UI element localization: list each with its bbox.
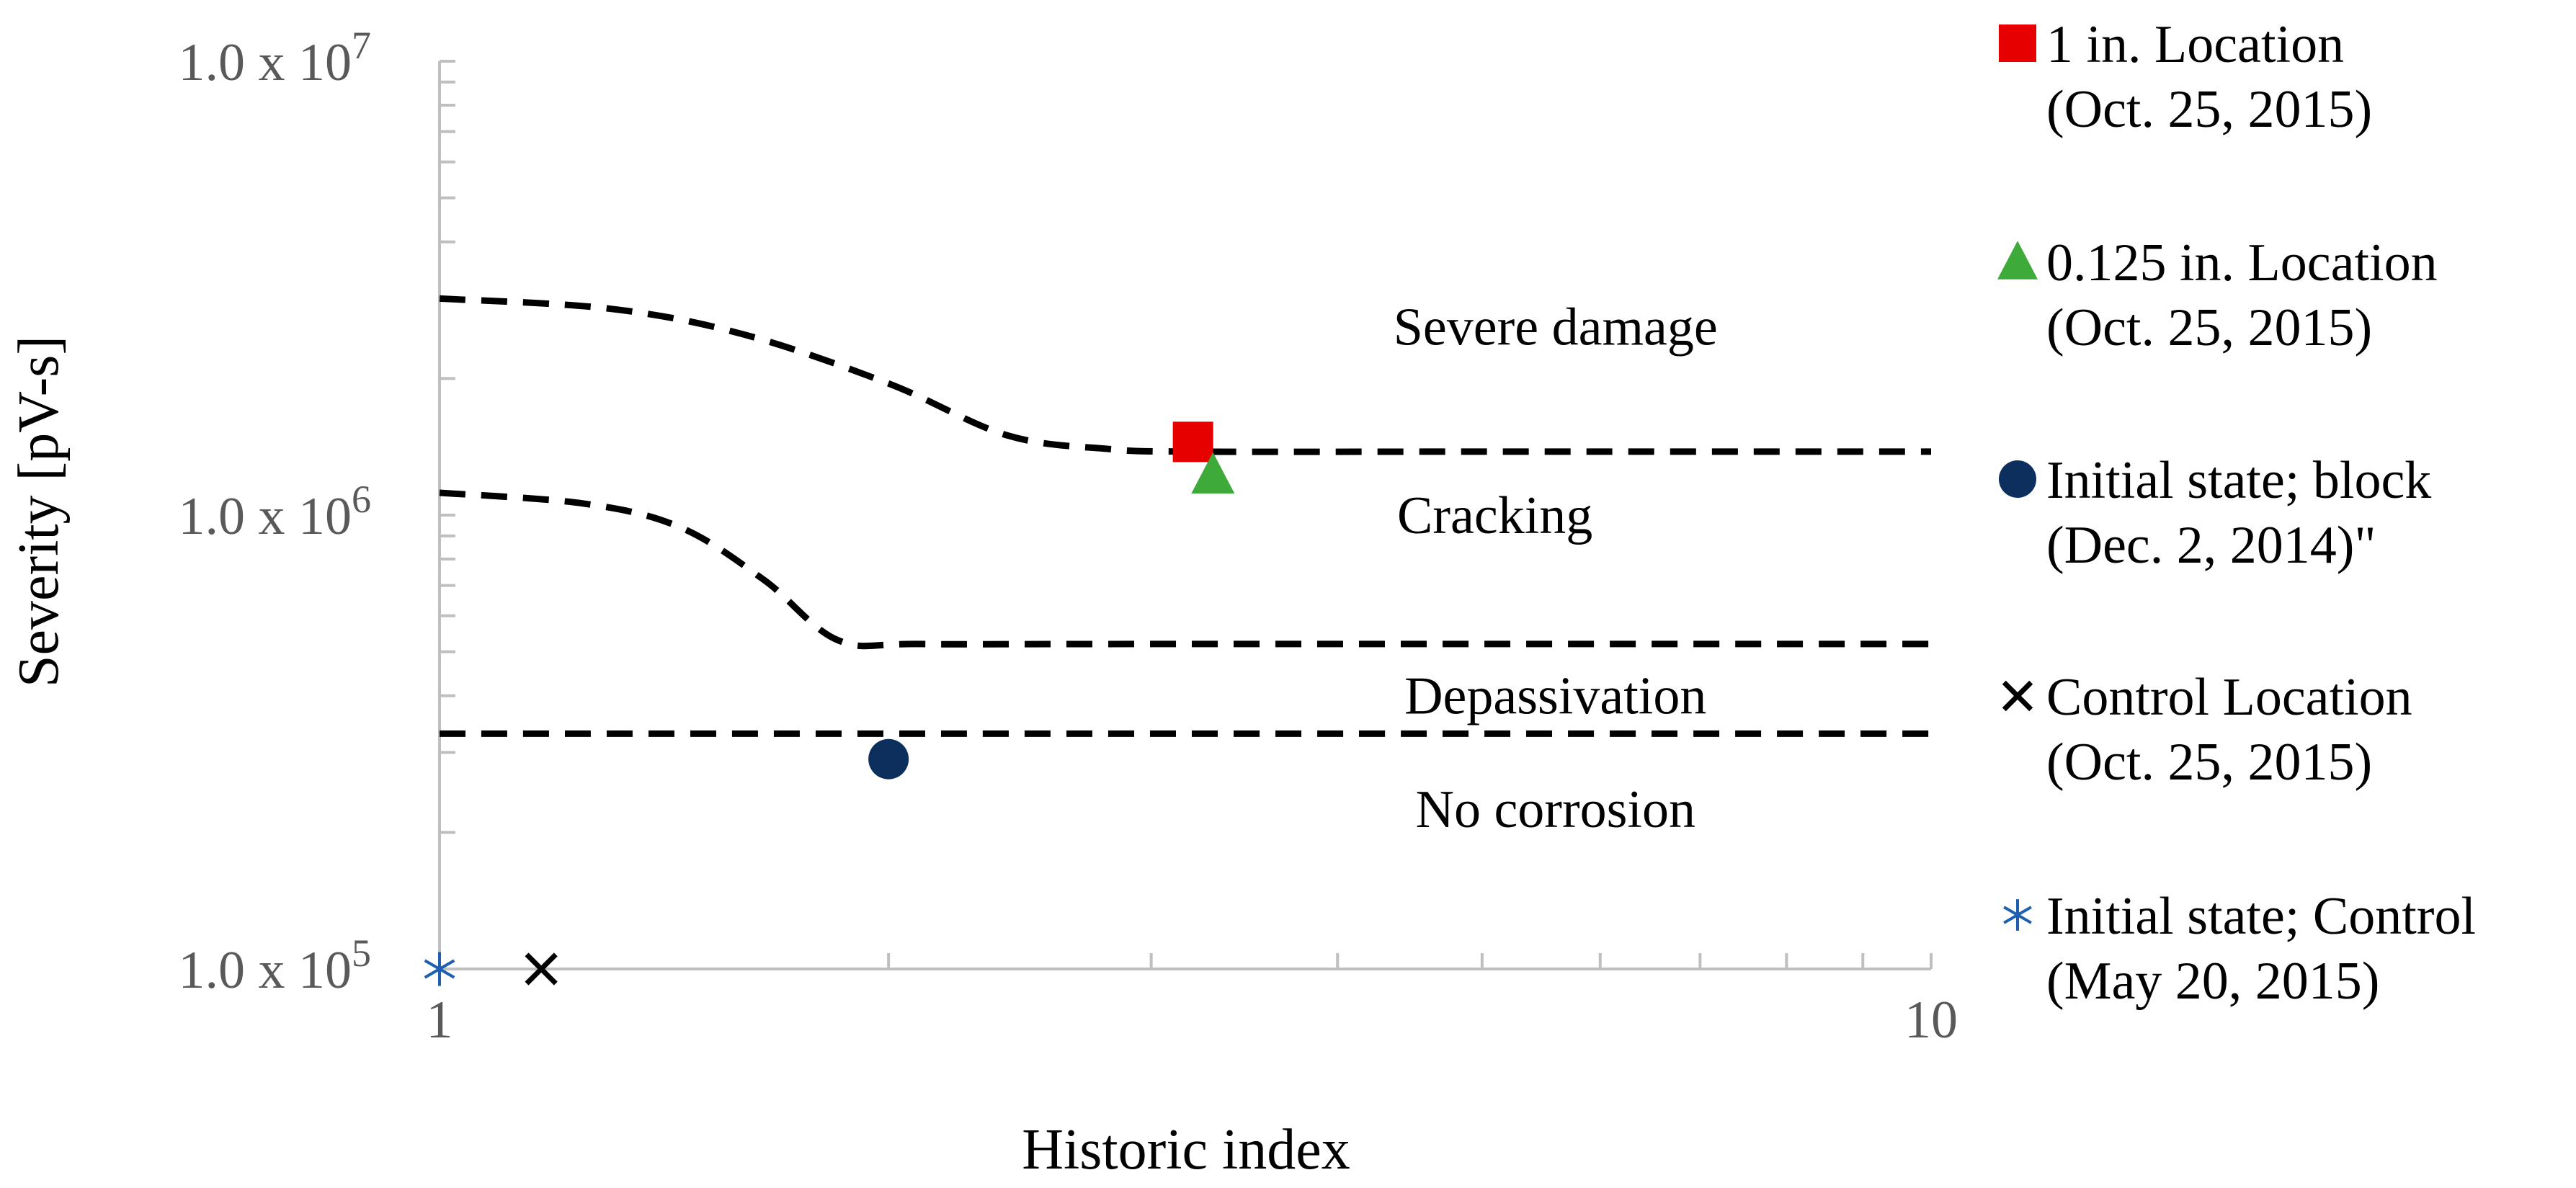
- legend-date-2: (Oct. 25, 2015): [2046, 298, 2372, 357]
- y-tick-label: 1.0 x 106: [179, 478, 372, 546]
- legend: 1 in. Location (Oct. 25, 2015) 0.125 in. L…: [1997, 15, 2476, 1011]
- data-point-series-4-stroke: [525, 952, 558, 986]
- y-tick-exponent: 6: [352, 478, 371, 521]
- region-label: Severe damage: [1394, 298, 1718, 357]
- data-point-series-5-stroke: [424, 959, 455, 979]
- x-tick-label: 10: [1904, 991, 1958, 1050]
- plot-area: 1.0 x 105 1.0 x 106 1.0 x 107 1 10 Severe dam…: [179, 24, 1958, 1050]
- legend-marker-1: [1999, 24, 2036, 62]
- data-point-series-3: [868, 738, 909, 780]
- legend-date-3: (Dec. 2, 2014)": [2046, 516, 2376, 575]
- x-axis-label: Historic index: [1022, 1118, 1350, 1182]
- data-point-series-1: [1172, 421, 1213, 463]
- region-label: Cracking: [1397, 486, 1592, 545]
- y-tick-label: 1.0 x 105: [179, 932, 372, 1000]
- y-tick-label: 1.0 x 107: [179, 24, 372, 92]
- cracking-boundary: [439, 489, 1931, 650]
- legend-marker-4: [2002, 680, 2033, 712]
- legend-marker-4-stroke: [2002, 680, 2033, 712]
- data-point-series-5: [424, 952, 455, 986]
- legend-label-1: 1 in. Location: [2046, 15, 2344, 74]
- legend-date-5: (May 20, 2015): [2046, 952, 2379, 1011]
- legend-marker-5-stroke: [2003, 906, 2032, 924]
- legend-marker-5: [2003, 899, 2032, 931]
- y-axis-label: Severity [pV-s]: [7, 336, 71, 687]
- data-point-series-2: [1191, 452, 1235, 493]
- legend-marker-2: [1997, 241, 2038, 280]
- legend-date-1: (Oct. 25, 2015): [2046, 80, 2372, 139]
- region-label: Depassivation: [1404, 667, 1706, 726]
- x-tick-label: 1: [427, 991, 453, 1050]
- legend-marker-3: [1999, 460, 2036, 498]
- region-label: No corrosion: [1416, 780, 1695, 839]
- data-point-series-4: [525, 952, 558, 986]
- legend-label-5: Initial state; Control: [2046, 887, 2476, 946]
- y-tick-exponent: 7: [352, 24, 371, 67]
- legend-label-3: Initial state; block: [2046, 451, 2431, 510]
- legend-date-4: (Oct. 25, 2015): [2046, 733, 2372, 792]
- severe-damage-boundary: [439, 295, 1931, 455]
- legend-label-2: 0.125 in. Location: [2046, 233, 2438, 292]
- legend-label-4: Control Location: [2046, 668, 2412, 727]
- y-tick-exponent: 5: [352, 932, 371, 975]
